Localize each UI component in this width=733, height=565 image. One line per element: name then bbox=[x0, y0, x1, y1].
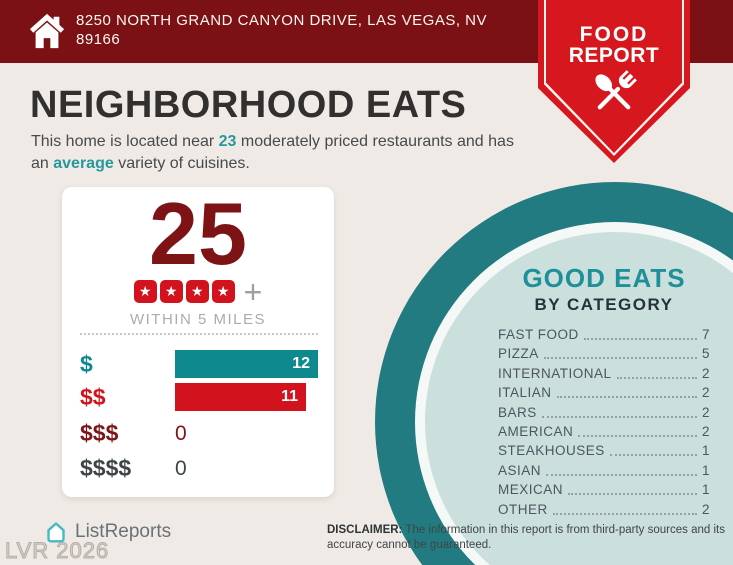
category-label: FAST FOOD bbox=[498, 327, 579, 342]
price-tier-label: $ bbox=[80, 350, 93, 377]
disclaimer-label: DISCLAIMER: bbox=[327, 524, 403, 536]
price-tier-row: $ 12 bbox=[62, 350, 334, 378]
good-eats-panel: GOOD EATS BY CATEGORY FAST FOOD 7 PIZZA 5 … bbox=[498, 263, 710, 522]
price-bar-value: 11 bbox=[281, 388, 298, 405]
brand-name: ListReports bbox=[75, 521, 172, 542]
good-eats-subtitle: BY CATEGORY bbox=[534, 295, 674, 314]
price-tier-label: $$ bbox=[80, 383, 106, 410]
category-label: ASIAN bbox=[498, 462, 542, 478]
price-tier-chart: $ 12 $$ 11 $$$ 0 $$$$ 0 bbox=[62, 350, 334, 486]
address-line2: 89166 bbox=[76, 31, 121, 48]
category-label: OTHER bbox=[498, 501, 548, 517]
watermark: LVR 2026 bbox=[4, 538, 110, 564]
dotted-divider bbox=[80, 333, 318, 335]
dotted-leader bbox=[552, 512, 697, 515]
subtitle-text-3: variety of cuisines. bbox=[113, 155, 250, 172]
radius-caption: WITHIN 5 MILES bbox=[129, 311, 266, 328]
price-bar: 12 bbox=[175, 350, 318, 378]
dotted-leader bbox=[616, 376, 697, 379]
listreports-house-icon bbox=[47, 522, 65, 543]
category-value: 1 bbox=[701, 443, 710, 459]
dotted-leader bbox=[543, 357, 697, 360]
category-row: OTHER 2 bbox=[498, 501, 710, 517]
star-rating: ★ ★ ★ ★ + bbox=[62, 273, 334, 310]
dotted-leader bbox=[609, 454, 697, 457]
subtitle-text-1: This home is located near bbox=[31, 133, 219, 150]
category-label: STEAKHOUSES bbox=[498, 443, 605, 459]
price-tier-value: 0 bbox=[175, 456, 187, 480]
dotted-leader bbox=[568, 493, 697, 496]
category-value: 7 bbox=[701, 327, 710, 342]
dotted-leader bbox=[578, 434, 697, 437]
category-row: ITALIAN 2 bbox=[498, 386, 710, 400]
category-value: 5 bbox=[701, 346, 710, 362]
property-address: 8250 NORTH GRAND CANYON DRIVE, LAS VEGAS… bbox=[76, 11, 526, 49]
category-row: PIZZA 5 bbox=[498, 347, 710, 361]
dotted-leader bbox=[546, 473, 697, 476]
star-icon: ★ bbox=[133, 280, 157, 303]
price-tier-row: $$$ 0 bbox=[62, 416, 334, 451]
category-value: 1 bbox=[701, 482, 710, 498]
price-tier-row: $$$$ 0 bbox=[62, 451, 334, 486]
price-bar: 11 bbox=[175, 383, 306, 411]
star-badges: ★ ★ ★ ★ bbox=[133, 280, 235, 303]
star-icon: ★ bbox=[211, 280, 235, 303]
price-tier-value: 0 bbox=[175, 421, 187, 445]
category-label: INTERNATIONAL bbox=[498, 365, 612, 381]
category-row: STEAKHOUSES 1 bbox=[498, 444, 710, 458]
badge-title-line1: FOOD bbox=[579, 23, 649, 46]
category-list: FAST FOOD 7 PIZZA 5 INTERNATIONAL 2 ITALIAN… bbox=[498, 328, 710, 517]
category-label: BARS bbox=[498, 404, 537, 420]
category-label: ITALIAN bbox=[498, 385, 552, 401]
category-row: ASIAN 1 bbox=[498, 462, 710, 478]
category-label: MEXICAN bbox=[498, 482, 564, 498]
food-report-badge: FOOD REPORT bbox=[538, 0, 690, 163]
dotted-leader bbox=[556, 396, 697, 399]
variety-accent: average bbox=[53, 155, 114, 172]
page-subtitle: This home is located near 23 moderately … bbox=[31, 131, 516, 175]
address-line1: 8250 NORTH GRAND CANYON DRIVE, LAS VEGAS… bbox=[76, 12, 487, 29]
star-icon: ★ bbox=[159, 280, 183, 303]
category-value: 2 bbox=[701, 404, 710, 420]
price-tier-label: $$$ bbox=[80, 420, 119, 446]
plus-sign: + bbox=[243, 273, 263, 310]
category-value: 2 bbox=[701, 365, 710, 381]
crossed-spoon-fork-icon bbox=[595, 70, 637, 110]
dotted-leader bbox=[541, 415, 697, 418]
restaurant-stats-card: 25 ★ ★ ★ ★ + WITHIN 5 MILES $ 12 $$ 11 $$$ … bbox=[62, 187, 334, 497]
category-row: BARS 2 bbox=[498, 404, 710, 420]
star-icon: ★ bbox=[185, 280, 209, 303]
home-icon bbox=[29, 13, 65, 49]
page-title: NEIGHBORHOOD EATS bbox=[30, 84, 467, 126]
price-tier-label: $$$$ bbox=[80, 455, 132, 481]
good-eats-title: GOOD EATS bbox=[522, 263, 686, 293]
category-row: AMERICAN 2 bbox=[498, 423, 710, 439]
disclaimer: DISCLAIMER: The information in this repo… bbox=[327, 523, 725, 553]
category-row: FAST FOOD 7 bbox=[498, 328, 710, 342]
subtitle-text-2: moderately priced restaurants and has an bbox=[31, 133, 514, 172]
category-value: 2 bbox=[701, 423, 710, 439]
badge-title-line2: REPORT bbox=[568, 44, 660, 67]
restaurant-count-accent: 23 bbox=[218, 133, 237, 150]
restaurant-count: 25 bbox=[149, 184, 247, 283]
dotted-leader bbox=[583, 338, 697, 340]
disclaimer-text: The information in this report is from t… bbox=[327, 524, 725, 551]
price-bar-value: 12 bbox=[292, 355, 310, 372]
category-row: INTERNATIONAL 2 bbox=[498, 365, 710, 381]
price-tier-row: $$ 11 bbox=[62, 383, 334, 411]
category-value: 1 bbox=[701, 462, 710, 478]
category-row: MEXICAN 1 bbox=[498, 483, 710, 497]
category-label: AMERICAN bbox=[498, 423, 574, 439]
category-label: PIZZA bbox=[498, 346, 539, 362]
category-value: 2 bbox=[701, 385, 710, 401]
listreports-logo: ListReports bbox=[44, 520, 171, 544]
category-value: 2 bbox=[701, 501, 710, 517]
